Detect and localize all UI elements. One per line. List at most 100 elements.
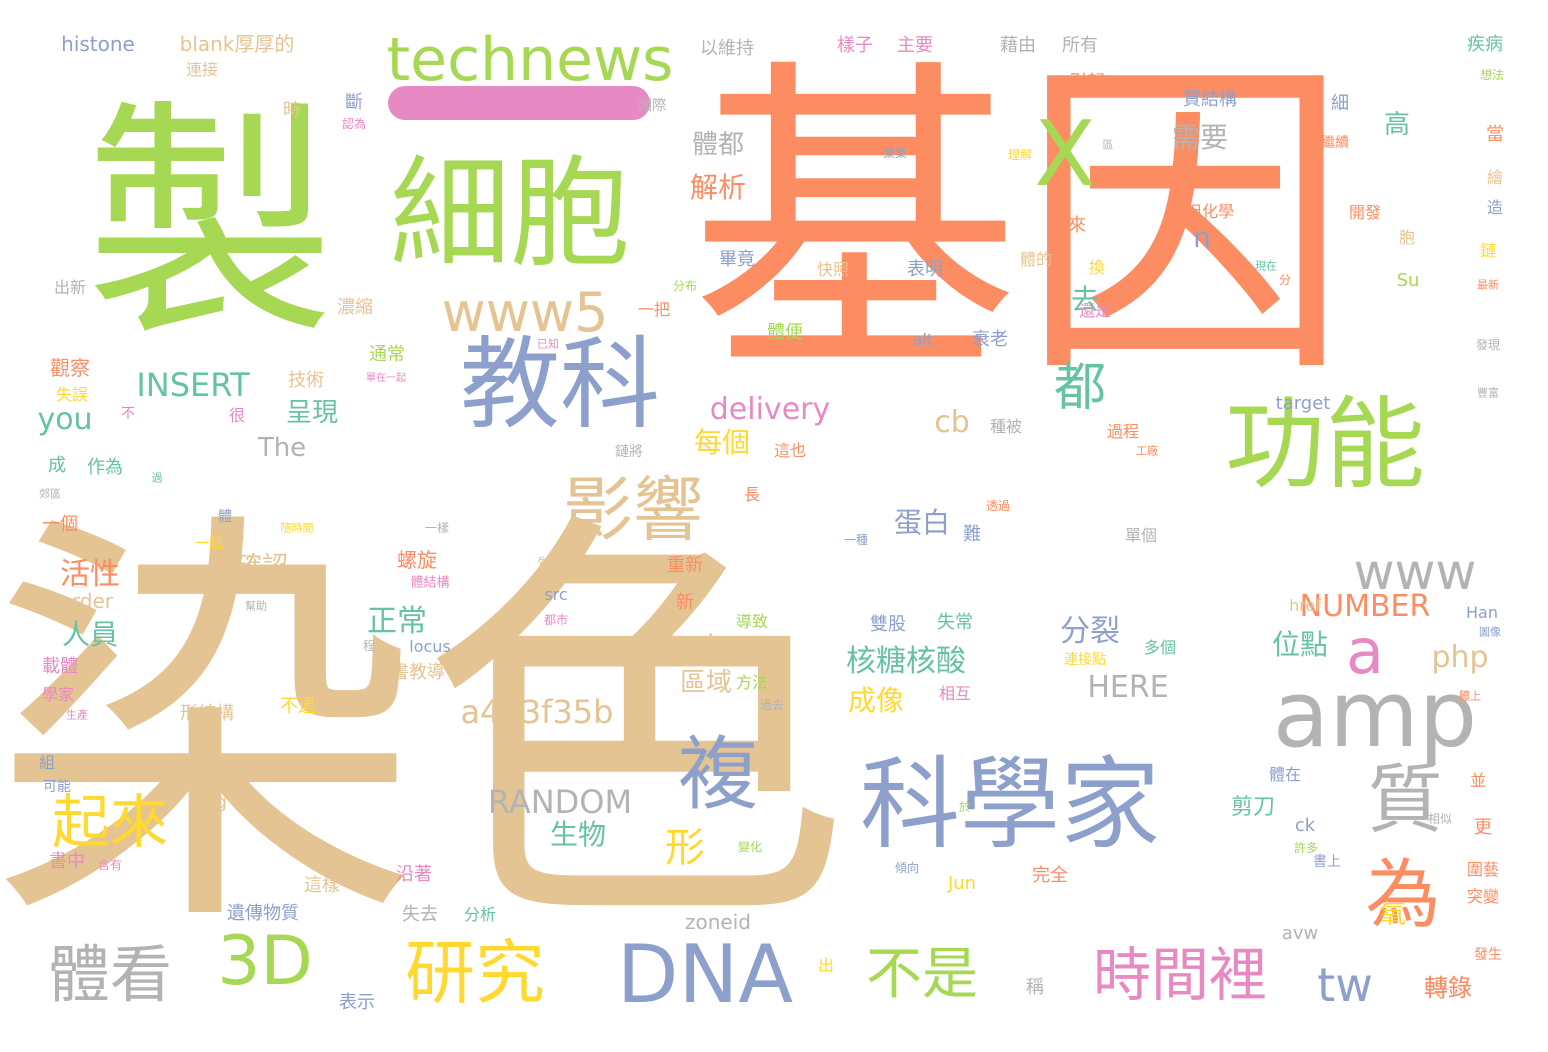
cloud-word: 方法 <box>735 673 769 692</box>
cloud-word: img <box>193 792 227 813</box>
cloud-word: 失去 <box>402 904 438 925</box>
cloud-word: 影響 <box>563 469 703 551</box>
cloud-word: 每個 <box>693 426 751 459</box>
cloud-word: 更 <box>1474 817 1492 838</box>
cloud-word: 種被 <box>989 417 1023 436</box>
cloud-word: 雙股 <box>870 614 906 635</box>
cloud-word: 出 <box>817 956 835 975</box>
cloud-word: 一樣 <box>424 521 450 535</box>
cloud-word: 很 <box>228 406 246 425</box>
cloud-word: 氧 <box>1379 900 1407 930</box>
cloud-word: 現在 <box>1255 259 1277 273</box>
cloud-word: 遺傳物質 <box>227 903 299 924</box>
cloud-word: 當 <box>1486 124 1504 145</box>
cloud-word: delivery <box>709 392 831 427</box>
cloud-word: 確認 <box>235 552 289 582</box>
cloud-word: 造 <box>1486 198 1504 217</box>
cloud-word: 生產 <box>66 708 88 722</box>
cloud-word: cb <box>934 405 970 440</box>
cloud-word: 繪 <box>1486 168 1504 187</box>
cloud-word: 不 <box>121 406 135 422</box>
cloud-word: href <box>1289 596 1321 615</box>
cloud-word: 成像 <box>847 684 905 717</box>
cloud-word: a <box>1346 615 1384 688</box>
cloud-word: 相互 <box>938 684 972 703</box>
cloud-word: 一種 <box>843 533 869 547</box>
cloud-word: 染色 <box>0 480 850 980</box>
cloud-word: 鏈將 <box>615 444 643 460</box>
cloud-word: 體 <box>218 509 232 525</box>
cloud-word: 體便 <box>767 322 803 343</box>
cloud-word: 國際 <box>638 98 666 114</box>
cloud-word: 區 <box>1102 138 1114 152</box>
cloud-word: 郊區 <box>39 487 61 501</box>
cloud-word: technews <box>386 25 674 95</box>
cloud-word: 許多 <box>1293 841 1319 855</box>
cloud-word: 書上 <box>1313 854 1341 870</box>
cloud-word: 還是 <box>1078 301 1112 320</box>
cloud-word: 圖像 <box>1479 625 1501 639</box>
cloud-word: 螺旋 <box>397 548 437 572</box>
cloud-word: look <box>667 630 723 660</box>
cloud-word: 工廠 <box>1136 444 1158 458</box>
cloud-word: 快照 <box>816 260 850 279</box>
cloud-word: 斷 <box>345 92 363 113</box>
cloud-word: 發生 <box>1474 947 1502 963</box>
cloud-word: 形結構 <box>180 703 234 724</box>
cloud-word: 研究 <box>405 932 545 1014</box>
cloud-word: 引起 <box>1069 72 1105 93</box>
cloud-word: you <box>37 402 93 437</box>
cloud-word: 不過 <box>280 696 316 717</box>
cloud-word: 過程 <box>1106 422 1140 441</box>
cloud-word: 一個 <box>42 514 78 535</box>
cloud-word: border <box>46 589 114 613</box>
cloud-word: 失誤 <box>55 385 89 404</box>
cloud-word: 幫助 <box>245 599 267 613</box>
cloud-word: 通常 <box>369 344 405 365</box>
cloud-word: Han <box>1466 603 1498 622</box>
cloud-word: 正常 <box>367 604 427 639</box>
cloud-word: 重新 <box>667 555 703 576</box>
cloud-word: 質結構 <box>1183 89 1237 110</box>
cloud-word: 複 <box>678 728 758 821</box>
cloud-word: 去 <box>1070 283 1100 316</box>
cloud-word: locus <box>409 637 451 656</box>
cloud-word: 換 <box>1088 258 1106 277</box>
cloud-word: 成 <box>48 455 66 476</box>
cloud-word: 認為 <box>341 117 367 131</box>
cloud-word: 分布 <box>672 279 698 293</box>
cloud-word: 體在 <box>1268 765 1302 784</box>
cloud-word: 蛋白 <box>893 506 951 539</box>
cloud-word: 繼續 <box>1321 135 1349 151</box>
cloud-word: ck <box>1294 815 1316 836</box>
cloud-word: php <box>1431 640 1489 675</box>
cloud-word: INSERT <box>136 366 250 404</box>
cloud-word: 體都 <box>691 130 745 160</box>
cloud-word: 形 <box>665 825 705 871</box>
cloud-word: 為 <box>1365 850 1441 939</box>
cloud-word: 連接點 <box>1064 652 1106 668</box>
cloud-word: 衰老 <box>972 329 1008 350</box>
cloud-word: 於 <box>958 800 972 814</box>
cloud-word: 製 <box>85 79 335 370</box>
cloud-word: 區域 <box>679 668 733 698</box>
cloud-word: 體看 <box>47 938 173 1011</box>
cloud-word: 科學家 <box>860 746 1160 863</box>
cloud-word: 組 <box>38 753 56 772</box>
cloud-word: 分裂 <box>1060 614 1120 649</box>
cloud-word: 過去 <box>759 698 785 712</box>
cloud-word: 技術 <box>288 370 324 391</box>
cloud-word: 活性 <box>60 557 120 592</box>
cloud-word: 基因座 <box>1265 330 1315 349</box>
cloud-word: 位點 <box>1271 628 1329 661</box>
cloud-word: 完全 <box>1032 865 1068 886</box>
cloud-word: 新 <box>676 592 694 613</box>
cloud-word: amp <box>1272 661 1478 768</box>
cloud-word: 這樣 <box>304 875 340 896</box>
cloud-word: 導致 <box>735 612 769 631</box>
cloud-word: 但化學 <box>1185 202 1235 221</box>
cloud-word: 高 <box>1383 110 1411 140</box>
cloud-word: histone <box>61 32 135 56</box>
cloud-word: 沿著 <box>396 864 432 885</box>
cloud-word: 時間裡 <box>1092 941 1268 1009</box>
